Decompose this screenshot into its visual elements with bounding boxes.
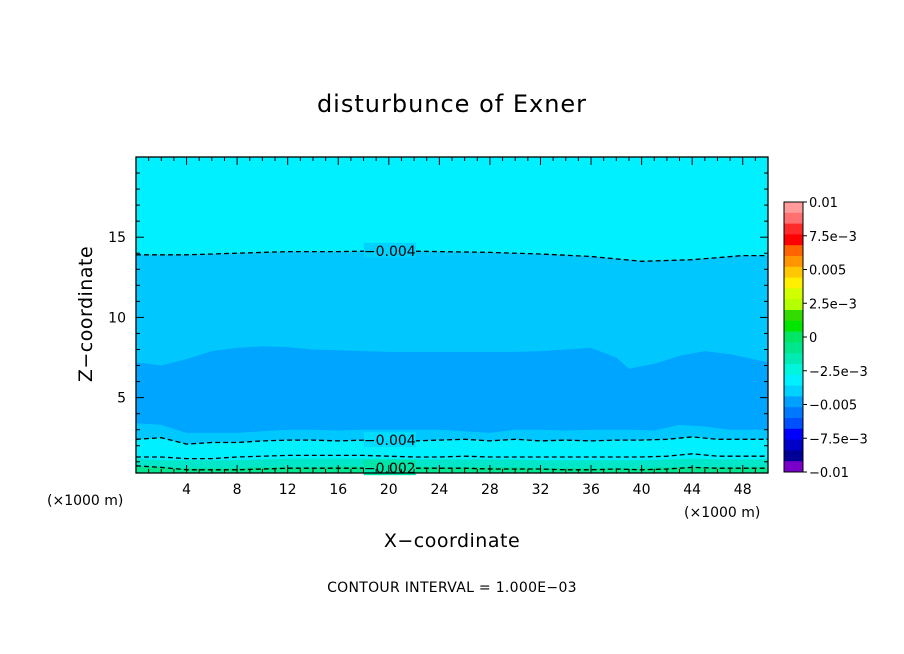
colorbar-swatch [784,245,803,257]
y-tick-label: 10 [108,310,126,326]
x-tick-label: 40 [633,482,651,498]
x-tick-label: 32 [532,482,550,498]
colorbar-swatch [784,202,803,214]
contour-label-bg [363,242,416,258]
colorbar-swatch [784,407,803,419]
y-axis-title: Z−coordinate [75,246,97,382]
colorbar-swatch [784,461,803,473]
contour-line-3 [136,453,768,460]
x-tick-label: 16 [329,482,347,498]
colorbar-swatch [784,374,803,387]
contour-line-1 [136,250,768,262]
colorbar-swatch [784,299,803,311]
x-tick-label: 12 [279,482,297,498]
y-axis-ticks: 5 10 15 [108,172,768,463]
colorbar-swatch [784,277,803,289]
colorbar-label: −7.5e−3 [809,432,868,447]
x-tick-label: 20 [380,482,398,498]
y-tick-label: 15 [108,230,126,246]
contour-label-bg [363,432,416,448]
x-tick-label: 36 [582,482,600,498]
colorbar-label: 0.01 [809,196,838,211]
contour-line-layer [135,250,768,471]
colorbar-swatch [784,266,803,279]
colorbar-swatch [784,320,803,333]
colorbar-swatch [784,234,803,246]
contour-interval-footer: CONTOUR INTERVAL = 1.000E−03 [327,580,577,596]
colorbar-label: 0.005 [809,264,846,279]
colorbar-swatch [784,450,803,462]
colorbar-swatch [784,223,803,235]
colorbar-swatch [784,418,803,430]
colorbar-swatch [784,353,803,365]
colorbar-swatch [784,310,803,322]
chart-title: disturbunce of Exner [317,90,587,118]
colorbar-swatch [784,342,803,354]
colorbar-label: −0.005 [809,399,857,414]
x-tick-label: 4 [182,482,191,498]
x-axis-ticks: 4 8 12 16 20 24 28 32 36 40 44 48 [148,157,756,498]
x-unit-left: (×1000 m) [47,493,123,509]
colorbar-swatch [784,385,803,397]
contour-fill-layer [136,157,768,473]
contour-line-2 [135,436,768,445]
x-tick-label: 28 [481,482,499,498]
x-unit-right: (×1000 m) [684,505,760,521]
x-axis-title: X−coordinate [384,530,520,552]
colorbar-swatch [784,396,803,408]
colorbar-swatch [784,288,803,300]
colorbar-label: −0.01 [809,466,849,481]
y-tick-label: 5 [117,391,126,407]
colorbar-label: −2.5e−3 [809,365,868,380]
fill-band-core [136,346,768,433]
x-tick-label: 44 [683,482,701,498]
contour-label: −0.004 [364,244,416,260]
colorbar-swatch [784,212,803,225]
contour-label: −0.002 [364,461,416,477]
colorbar: 0.01 7.5e−3 0.005 2.5e−3 0 −2.5e−3 −0.005 −7.5e… [783,196,868,481]
contour-label: −0.004 [364,433,416,449]
colorbar-label: 7.5e−3 [809,230,857,245]
colorbar-swatch [784,428,803,441]
x-tick-label: 8 [233,482,242,498]
contour-label-bg [363,460,416,476]
colorbar-label: 0 [809,331,817,346]
colorbar-label: 2.5e−3 [809,297,857,312]
colorbar-swatch [784,331,803,343]
colorbar-swatch [784,256,803,268]
colorbar-swatch [784,439,803,451]
x-tick-label: 24 [430,482,448,498]
colorbar-swatch [784,364,803,376]
contour-line-4 [135,465,768,471]
x-tick-label: 48 [734,482,752,498]
